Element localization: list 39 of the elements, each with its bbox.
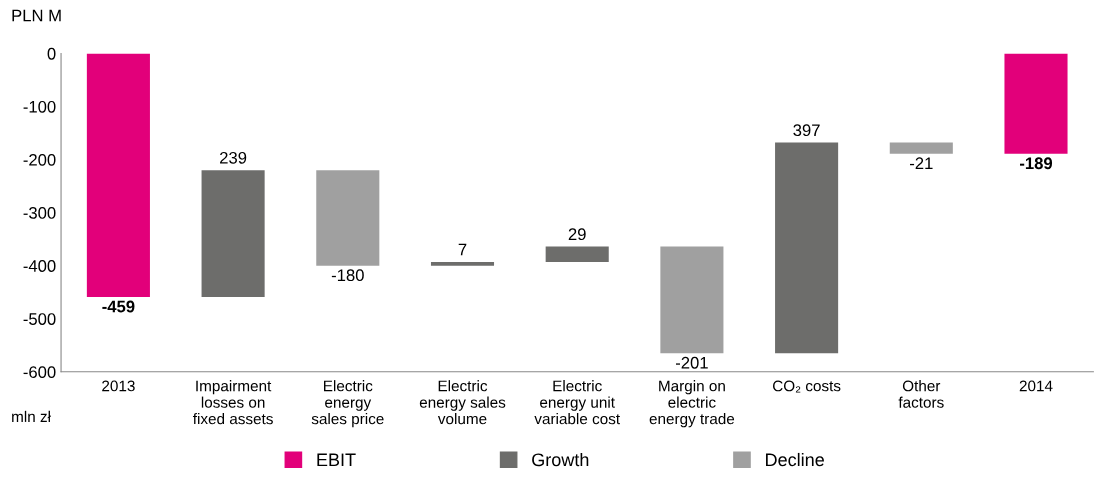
- x-tick-label: Other factors: [898, 380, 944, 408]
- legend-label: Decline: [766, 452, 824, 467]
- y-tick-label: -600: [23, 366, 56, 378]
- legend-label: EBIT: [317, 453, 356, 466]
- legend-label: Growth: [532, 452, 589, 467]
- x-tick-label: 2014: [1019, 380, 1053, 392]
- y-tick-label: -200: [23, 153, 56, 166]
- data-label: 397: [793, 124, 820, 137]
- x-tick-label: Margin on electric energy trade: [649, 380, 735, 428]
- bar: [1004, 53, 1068, 154]
- y-tick-label: -100: [23, 100, 56, 113]
- data-label: -189: [1019, 157, 1053, 170]
- bar: [201, 170, 265, 297]
- data-label: -459: [102, 300, 135, 313]
- data-label: -201: [675, 356, 708, 369]
- x-tick-label: Impairment losses on fixed assets: [192, 380, 273, 425]
- x-tick-label: CO₂ costs: [773, 380, 841, 393]
- bar: [775, 142, 839, 354]
- x-tick-label: Electric energy sales volume: [419, 380, 506, 425]
- data-label: -21: [910, 157, 933, 169]
- bar: [889, 142, 953, 154]
- bar: [545, 246, 609, 262]
- y-axis-title: PLN M: [12, 9, 61, 22]
- data-label: -180: [331, 269, 364, 282]
- bar: [316, 170, 380, 266]
- x-tick-label: Electric energy unit variable cost: [534, 380, 620, 425]
- bar: [430, 261, 495, 266]
- data-label: 7: [458, 243, 467, 256]
- y-tick-label: 0: [47, 47, 56, 60]
- bar: [660, 246, 724, 354]
- x-tick-label: 2013: [102, 380, 135, 392]
- y-tick-label: -400: [23, 260, 56, 272]
- data-label: 29: [568, 228, 586, 241]
- y-tick-label: -500: [23, 313, 56, 325]
- bar: [86, 53, 150, 297]
- text: mln zł: [12, 410, 51, 422]
- y-tick-label: -300: [23, 207, 56, 219]
- data-label: 239: [220, 151, 247, 164]
- x-tick-label: Electric energy sales price: [311, 380, 384, 428]
